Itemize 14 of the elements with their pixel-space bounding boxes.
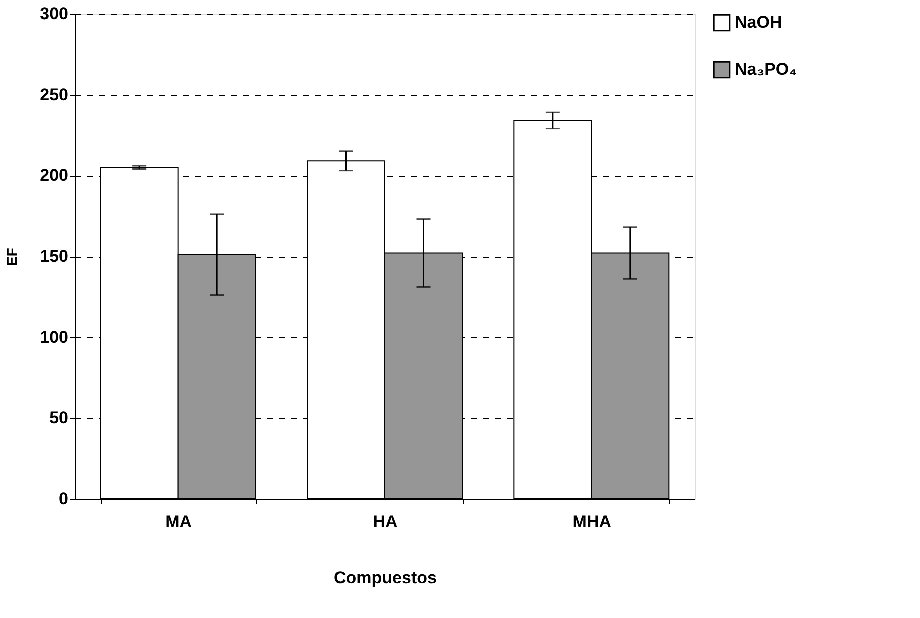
- y-tick-label: 150: [40, 247, 68, 266]
- y-tick-label: 250: [40, 85, 68, 104]
- y-tick-label: 50: [50, 408, 68, 428]
- y-axis-title: EF: [4, 248, 20, 266]
- legend-label: NaOH: [735, 13, 782, 32]
- legend-label: Na₃PO₄: [735, 60, 798, 79]
- x-tick-label: MA: [166, 512, 192, 532]
- x-axis-title: Compuestos: [334, 568, 437, 588]
- y-tick-label: 0: [59, 490, 68, 508]
- x-tick-label: MHA: [572, 512, 612, 532]
- y-tick-label: 100: [40, 328, 68, 347]
- x-tick-label: HA: [373, 512, 398, 532]
- y-tick-label: 200: [40, 166, 68, 186]
- y-tick-label: 300: [40, 4, 68, 24]
